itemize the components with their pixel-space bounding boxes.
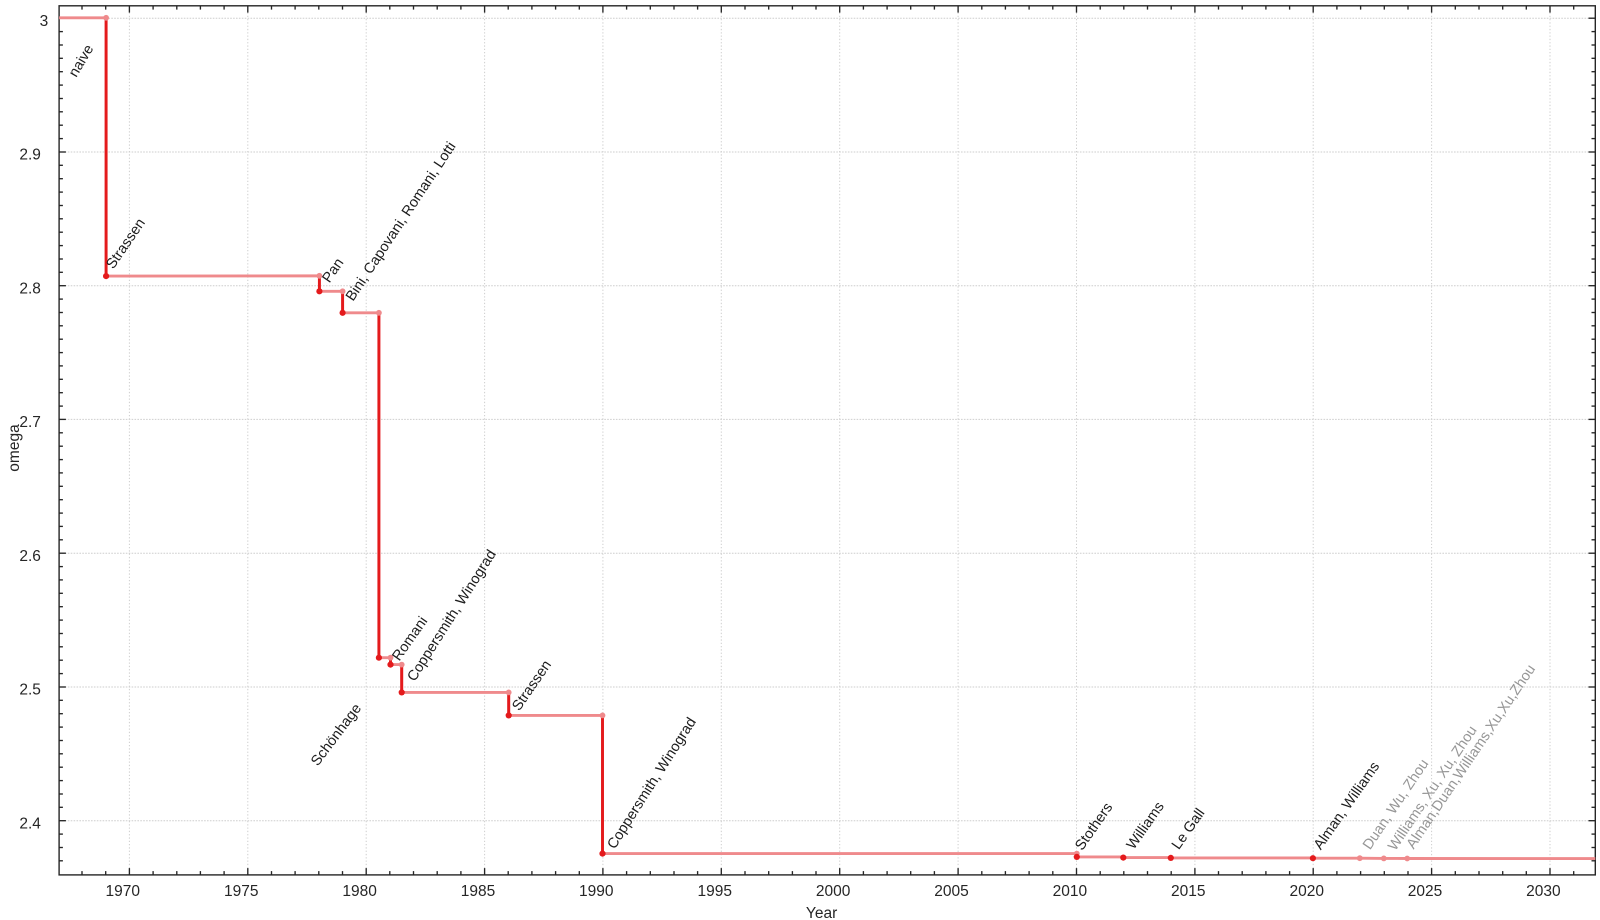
svg-text:1990: 1990 (579, 883, 614, 900)
svg-text:1980: 1980 (342, 883, 377, 900)
svg-text:2.6: 2.6 (19, 548, 41, 565)
svg-text:Year: Year (806, 905, 837, 920)
svg-text:1985: 1985 (461, 883, 495, 900)
svg-text:2025: 2025 (1408, 883, 1442, 900)
svg-text:2030: 2030 (1526, 883, 1561, 900)
svg-text:2020: 2020 (1289, 883, 1324, 900)
svg-text:1975: 1975 (224, 883, 258, 900)
svg-text:2015: 2015 (1171, 883, 1205, 900)
svg-text:2.8: 2.8 (19, 280, 41, 297)
svg-text:2005: 2005 (934, 883, 968, 900)
svg-text:2000: 2000 (816, 883, 851, 900)
svg-text:1970: 1970 (106, 883, 141, 900)
svg-text:1995: 1995 (697, 883, 731, 900)
svg-text:2.4: 2.4 (19, 815, 41, 832)
svg-text:3: 3 (40, 13, 49, 30)
svg-text:2.5: 2.5 (19, 682, 41, 699)
svg-text:2.9: 2.9 (19, 147, 41, 164)
svg-text:2010: 2010 (1053, 883, 1088, 900)
svg-text:omega: omega (6, 424, 23, 472)
svg-text:2.7: 2.7 (19, 414, 41, 431)
